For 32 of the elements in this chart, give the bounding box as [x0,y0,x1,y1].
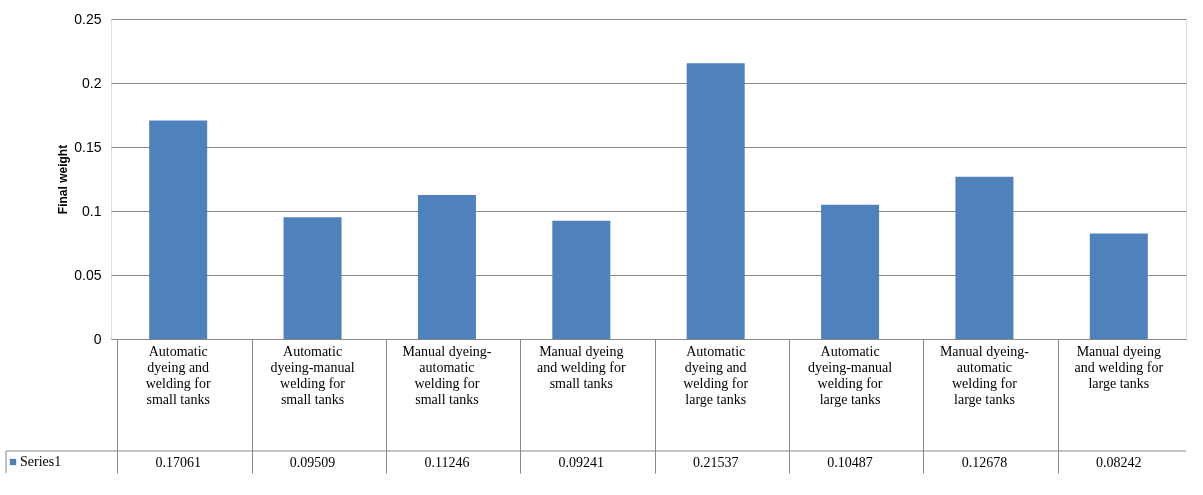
x-tick-label: Automatic dyeing and welding for large tanks [683,343,749,407]
y-tick-label: 0.05 [74,266,102,283]
x-tick-label: Manual dyeing and welding for large tanks [1074,343,1164,391]
x-tick-label: Manual dyeing-automatic welding for large tanks [939,343,1030,407]
data-label: 0.17061 [155,455,201,470]
bar [417,195,476,339]
bar [686,63,745,339]
y-axis-title: Final weight [56,144,71,215]
y-tick-label: 0 [93,330,102,347]
x-tick-label: Automatic dyeing-manual welding for small tanks [270,343,355,407]
data-label: 0.10487 [827,455,873,470]
x-tick-label: Automatic dyeing and welding for small tanks [145,343,211,407]
data-label: 0.11246 [424,455,470,470]
y-tick-label: 0.25 [74,10,102,27]
data-label: 0.09509 [289,455,336,470]
bar [552,220,611,339]
data-label: 0.08242 [1096,455,1142,470]
bar [149,120,208,339]
data-label: 0.12678 [961,455,1008,470]
x-tick-label: Manual dyeing-automatic welding for small tanks [402,343,492,407]
data-label: 0.21537 [692,455,739,470]
y-tick-label: 0.1 [82,202,102,219]
bar [821,204,880,339]
legend-label: Series1 [20,454,62,469]
y-tick-label: 0.2 [82,74,102,91]
x-tick-label: Automatic dyeing-manual welding for large tanks [808,343,893,407]
x-tick-label: Manual dyeing and welding for small tanks [536,343,626,391]
data-label: 0.09241 [558,455,605,470]
y-tick-label: 0.15 [74,138,102,155]
bar [1089,233,1148,339]
bar [283,217,342,339]
bar [955,176,1014,339]
